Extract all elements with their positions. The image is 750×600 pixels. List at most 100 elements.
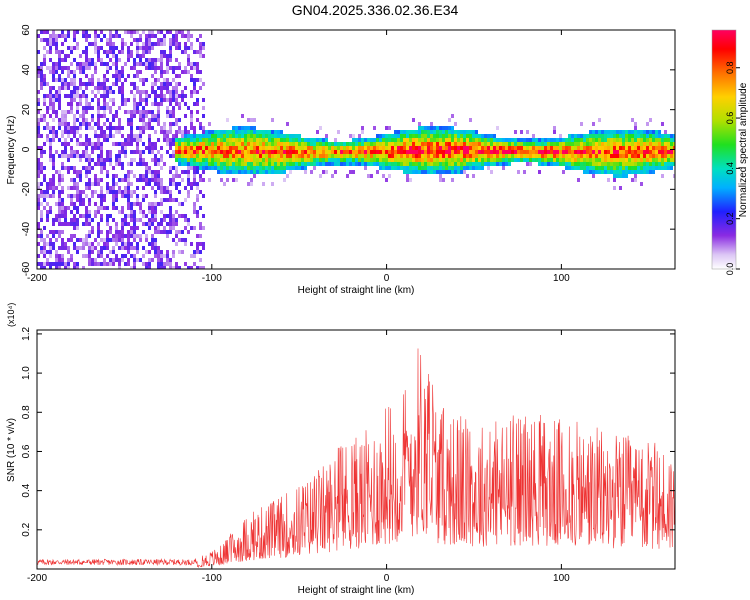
heatmap-cell-950 bbox=[121, 246, 124, 250]
heatmap-cell-944 bbox=[121, 222, 124, 226]
heatmap-cell-414 bbox=[73, 154, 76, 158]
heatmap-cell-640 bbox=[94, 134, 97, 138]
heatmap-cell-3243 bbox=[634, 154, 637, 158]
heatmap-cell-2755 bbox=[475, 142, 478, 146]
heatmap-cell-1941 bbox=[238, 134, 241, 138]
heatmap-cell-2421 bbox=[388, 162, 391, 166]
heatmap-cell-1175 bbox=[142, 222, 145, 226]
heatmap-cell-1746 bbox=[196, 186, 199, 190]
heatmap-cell-2666 bbox=[451, 146, 454, 150]
heatmap-cell-1095 bbox=[136, 110, 139, 114]
heatmap-cell-1672 bbox=[190, 90, 193, 94]
heatmap-cell-830 bbox=[112, 82, 115, 86]
heatmap-cell-2891 bbox=[526, 158, 529, 162]
heatmap-cell-1786 bbox=[202, 42, 205, 46]
heatmap-cell-3053 bbox=[586, 162, 589, 166]
heatmap-cell-299 bbox=[61, 254, 64, 258]
heatmap-cell-1971 bbox=[244, 154, 247, 158]
heatmap-cell-2735 bbox=[469, 146, 472, 150]
heatmap-cell-3213 bbox=[628, 138, 631, 142]
heatmap-cell-169 bbox=[52, 94, 55, 98]
heatmap-cell-2900 bbox=[532, 134, 535, 138]
heatmap-cell-891 bbox=[118, 58, 121, 62]
heatmap-cell-3263 bbox=[640, 138, 643, 142]
heatmap-cell-2372 bbox=[373, 158, 376, 162]
heatmap-cell-2297 bbox=[346, 154, 349, 158]
heatmap-cell-899 bbox=[118, 122, 121, 126]
heatmap-cell-81 bbox=[43, 166, 46, 170]
heatmap-cell-133 bbox=[49, 98, 52, 102]
heatmap-cell-908 bbox=[118, 186, 121, 190]
heatmap-cell-2619 bbox=[439, 170, 442, 174]
heatmap-cell-387 bbox=[70, 210, 73, 214]
snr-series-line bbox=[37, 348, 675, 569]
heatmap-cell-868 bbox=[115, 114, 118, 118]
heatmap-cell-1180 bbox=[145, 34, 148, 38]
heatmap-cell-3319 bbox=[655, 130, 658, 134]
heatmap-cell-2996 bbox=[568, 162, 571, 166]
heatmap-cell-2004 bbox=[250, 182, 253, 186]
heatmap-cell-2547 bbox=[424, 126, 427, 130]
heatmap-cell-737 bbox=[103, 98, 106, 102]
heatmap-cell-1496 bbox=[172, 110, 175, 114]
heatmap-cell-703 bbox=[100, 130, 103, 134]
heatmap-cell-788 bbox=[106, 238, 109, 242]
heatmap-cell-1424 bbox=[166, 86, 169, 90]
heatmap-cell-161 bbox=[52, 38, 55, 42]
heatmap-cell-2529 bbox=[418, 150, 421, 154]
heatmap-cell-1538 bbox=[175, 150, 178, 154]
heatmap-cell-1638 bbox=[187, 38, 190, 42]
heatmap-cell-1008 bbox=[127, 246, 130, 250]
heatmap-cell-753 bbox=[103, 242, 106, 246]
heatmap-cell-2076 bbox=[271, 130, 274, 134]
heatmap-cell-33 bbox=[40, 38, 43, 42]
heatmap-cell-381 bbox=[70, 166, 73, 170]
heatmap-cell-1410 bbox=[163, 218, 166, 222]
heatmap-cell-1749 bbox=[196, 210, 199, 214]
heatmap-cell-420 bbox=[73, 194, 76, 198]
heatmap-cell-467 bbox=[79, 54, 82, 58]
heatmap-cell-1621 bbox=[184, 142, 187, 146]
heatmap-cell-1403 bbox=[163, 134, 166, 138]
heatmap-cell-3240 bbox=[634, 142, 637, 146]
heatmap-cell-605 bbox=[91, 90, 94, 94]
heatmap-cell-2620 bbox=[439, 174, 442, 178]
heatmap-cell-65 bbox=[43, 38, 46, 42]
heatmap-cell-1440 bbox=[166, 230, 169, 234]
heatmap-cell-2163 bbox=[295, 138, 298, 142]
heatmap-cell-1446 bbox=[169, 30, 172, 34]
heatmap-cell-1449 bbox=[169, 46, 172, 50]
heatmap-cell-1320 bbox=[157, 38, 160, 42]
heatmap-cell-2531 bbox=[418, 158, 421, 162]
heatmap-cell-2925 bbox=[541, 154, 544, 158]
heatmap-cell-1354 bbox=[160, 42, 163, 46]
heatmap-cell-1167 bbox=[142, 162, 145, 166]
heatmap-cell-2941 bbox=[547, 162, 550, 166]
heatmap-cell-3100 bbox=[598, 162, 601, 166]
heatmap-cell-330 bbox=[64, 262, 67, 266]
heatmap-cell-2075 bbox=[271, 118, 274, 122]
heatmap-cell-123 bbox=[49, 38, 52, 42]
heatmap-cell-463 bbox=[76, 246, 79, 250]
heatmap-cell-1485 bbox=[172, 34, 175, 38]
heatmap-cell-1620 bbox=[184, 138, 187, 142]
heatmap-cell-602 bbox=[91, 74, 94, 78]
heatmap-cell-3146 bbox=[610, 166, 613, 170]
heatmap-cell-734 bbox=[103, 86, 106, 90]
heatmap-cell-2087 bbox=[271, 182, 274, 186]
heatmap-cell-1760 bbox=[199, 54, 202, 58]
heatmap-cell-1357 bbox=[160, 58, 163, 62]
heatmap-cell-3353 bbox=[664, 142, 667, 146]
heatmap-cell-804 bbox=[109, 106, 112, 110]
heatmap-cell-1923 bbox=[232, 166, 235, 170]
heatmap-cell-275 bbox=[61, 114, 64, 118]
heatmap-cell-839 bbox=[112, 166, 115, 170]
heatmap-cell-708 bbox=[100, 154, 103, 158]
heatmap-cell-2230 bbox=[319, 142, 322, 146]
heatmap-cell-284 bbox=[61, 166, 64, 170]
heatmap-cell-353 bbox=[67, 186, 70, 190]
heatmap-cell-2625 bbox=[442, 138, 445, 142]
heatmap-cell-2785 bbox=[484, 154, 487, 158]
heatmap-cell-1718 bbox=[193, 206, 196, 210]
heatmap-cell-476 bbox=[79, 102, 82, 106]
